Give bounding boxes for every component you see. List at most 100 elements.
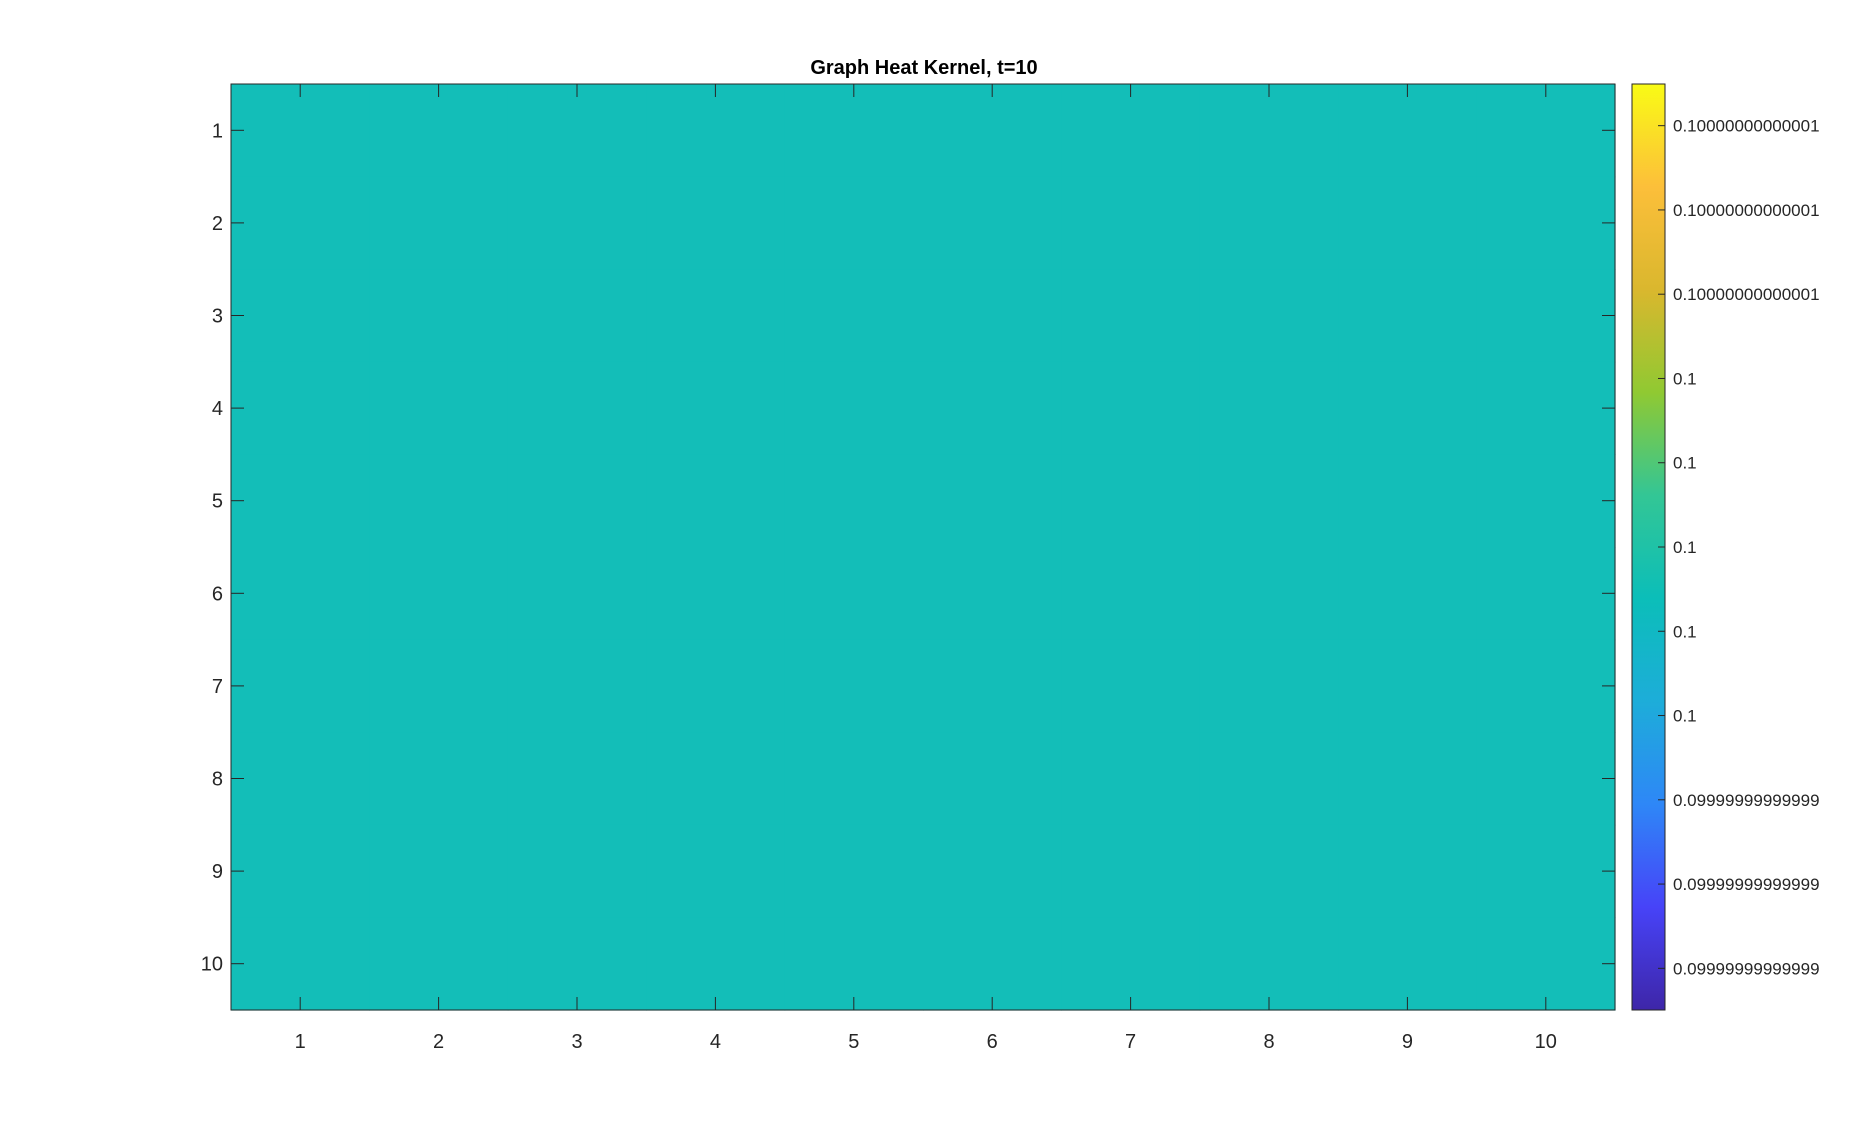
heatmap-cell bbox=[1476, 84, 1616, 178]
heatmap-cell bbox=[1061, 732, 1201, 826]
heatmap-cell bbox=[1338, 824, 1478, 918]
heatmap-cell bbox=[1338, 547, 1478, 641]
heatmap-cell bbox=[1338, 361, 1478, 455]
colorbar-tick-label: 0.10000000000001 bbox=[1673, 285, 1820, 304]
heatmap-cell bbox=[231, 454, 370, 548]
heatmap-cell bbox=[231, 84, 370, 178]
heatmap-cell bbox=[1199, 269, 1339, 363]
colorbar-tick-label: 0.1 bbox=[1673, 369, 1697, 388]
heatmap-cell bbox=[923, 361, 1062, 455]
heatmap-cell bbox=[507, 361, 647, 455]
heatmap-cell bbox=[369, 454, 509, 548]
colorbar-tick-label: 0.1 bbox=[1673, 454, 1697, 473]
heatmap-cell bbox=[1338, 454, 1478, 548]
y-tick-label: 2 bbox=[212, 213, 223, 235]
heatmap-cell bbox=[369, 176, 509, 270]
x-axis: 1 2 3 4 5 6 7 8 9 10 bbox=[295, 84, 1557, 1053]
heatmap-cell bbox=[1476, 176, 1616, 270]
heatmap-cell bbox=[369, 639, 509, 733]
chart-title: Graph Heat Kernel, t=10 bbox=[810, 57, 1037, 79]
heatmap-cell bbox=[923, 824, 1062, 918]
y-tick-label: 3 bbox=[212, 306, 223, 328]
heatmap-cell bbox=[507, 639, 647, 733]
heatmap-cell bbox=[1061, 547, 1201, 641]
heatmap-cell bbox=[784, 361, 924, 455]
heatmap-cell bbox=[507, 824, 647, 918]
x-tick-label: 1 bbox=[295, 1031, 306, 1053]
heatmap-cell bbox=[1338, 917, 1478, 1011]
heatmap-cell bbox=[369, 547, 509, 641]
heatmap-cell bbox=[784, 176, 924, 270]
heatmap-cell bbox=[369, 84, 509, 178]
heatmap-cell bbox=[1199, 547, 1339, 641]
heatmap-cell bbox=[1061, 917, 1201, 1011]
colorbar-tick-label: 0.10000000000001 bbox=[1673, 117, 1820, 136]
heatmap-cell bbox=[231, 269, 370, 363]
heatmap-cell bbox=[507, 84, 647, 178]
heatmap-cell bbox=[507, 269, 647, 363]
heatmap-cell bbox=[784, 917, 924, 1011]
x-tick-label: 3 bbox=[571, 1031, 582, 1053]
x-tick-label: 9 bbox=[1402, 1031, 1413, 1053]
heatmap-cell bbox=[231, 176, 370, 270]
heatmap-cell bbox=[231, 917, 370, 1011]
y-tick-label: 6 bbox=[212, 583, 223, 605]
heatmap-cell bbox=[1338, 732, 1478, 826]
heatmap-cell bbox=[507, 176, 647, 270]
heatmap-cell bbox=[646, 824, 786, 918]
heatmap-cell bbox=[1476, 639, 1616, 733]
heatmap-cell bbox=[1476, 361, 1616, 455]
x-tick-label: 5 bbox=[848, 1031, 859, 1053]
heatmap-cell bbox=[1338, 269, 1478, 363]
heatmap-cell bbox=[1061, 824, 1201, 918]
heatmap-cell bbox=[231, 547, 370, 641]
heatmap-cell bbox=[646, 547, 786, 641]
heatmap-cell bbox=[923, 454, 1062, 548]
y-tick-label: 1 bbox=[212, 120, 223, 142]
heatmap-cell bbox=[646, 639, 786, 733]
y-tick-label: 8 bbox=[212, 769, 223, 791]
colorbar-tick-label: 0.10000000000001 bbox=[1673, 201, 1820, 220]
colorbar-tick-label: 0.1 bbox=[1673, 707, 1697, 726]
heatmap-cell bbox=[1476, 547, 1616, 641]
heatmap-cell bbox=[1199, 176, 1339, 270]
heatmap-cell bbox=[1061, 176, 1201, 270]
heatmap-cell bbox=[1476, 269, 1616, 363]
heatmap-cell bbox=[1199, 454, 1339, 548]
heatmap-cell bbox=[1199, 361, 1339, 455]
heatmap-cell bbox=[784, 732, 924, 826]
heatmap-cell bbox=[784, 269, 924, 363]
y-tick-label: 4 bbox=[212, 398, 223, 420]
plot-area-frame bbox=[230, 83, 1616, 1011]
heatmap-cell bbox=[1061, 361, 1201, 455]
x-tick-label: 4 bbox=[710, 1031, 721, 1053]
heatmap-cell bbox=[923, 176, 1062, 270]
heatmap-cell bbox=[784, 84, 924, 178]
heatmap-cell bbox=[1476, 732, 1616, 826]
heatmap-cell bbox=[231, 639, 370, 733]
heatmap-cell bbox=[646, 454, 786, 548]
heatmap-cell bbox=[231, 824, 370, 918]
heatmap-cell bbox=[231, 361, 370, 455]
heatmap-cell bbox=[1199, 824, 1339, 918]
heatmap-cell bbox=[1476, 917, 1616, 1011]
x-tick-label: 7 bbox=[1125, 1031, 1136, 1053]
heatmap-cell bbox=[784, 824, 924, 918]
heatmap-cell bbox=[231, 732, 370, 826]
heatmap-cell bbox=[646, 361, 786, 455]
heatmap-cell bbox=[369, 732, 509, 826]
heatmap-cell bbox=[369, 361, 509, 455]
heatmap-cell bbox=[923, 269, 1062, 363]
heatmap-cell bbox=[923, 639, 1062, 733]
heatmap-cell bbox=[1061, 454, 1201, 548]
heatmap-cell bbox=[784, 454, 924, 548]
heatmap-cell bbox=[1199, 732, 1339, 826]
heatmap-cell bbox=[1199, 917, 1339, 1011]
heatmap-cell bbox=[646, 732, 786, 826]
x-tick-label: 6 bbox=[987, 1031, 998, 1053]
heatmap-cell bbox=[646, 84, 786, 178]
heatmap-cell bbox=[369, 917, 509, 1011]
colorbar-tick-label: 0.09999999999999 bbox=[1673, 875, 1820, 894]
heatmap-cell bbox=[646, 176, 786, 270]
heatmap-cell bbox=[369, 269, 509, 363]
